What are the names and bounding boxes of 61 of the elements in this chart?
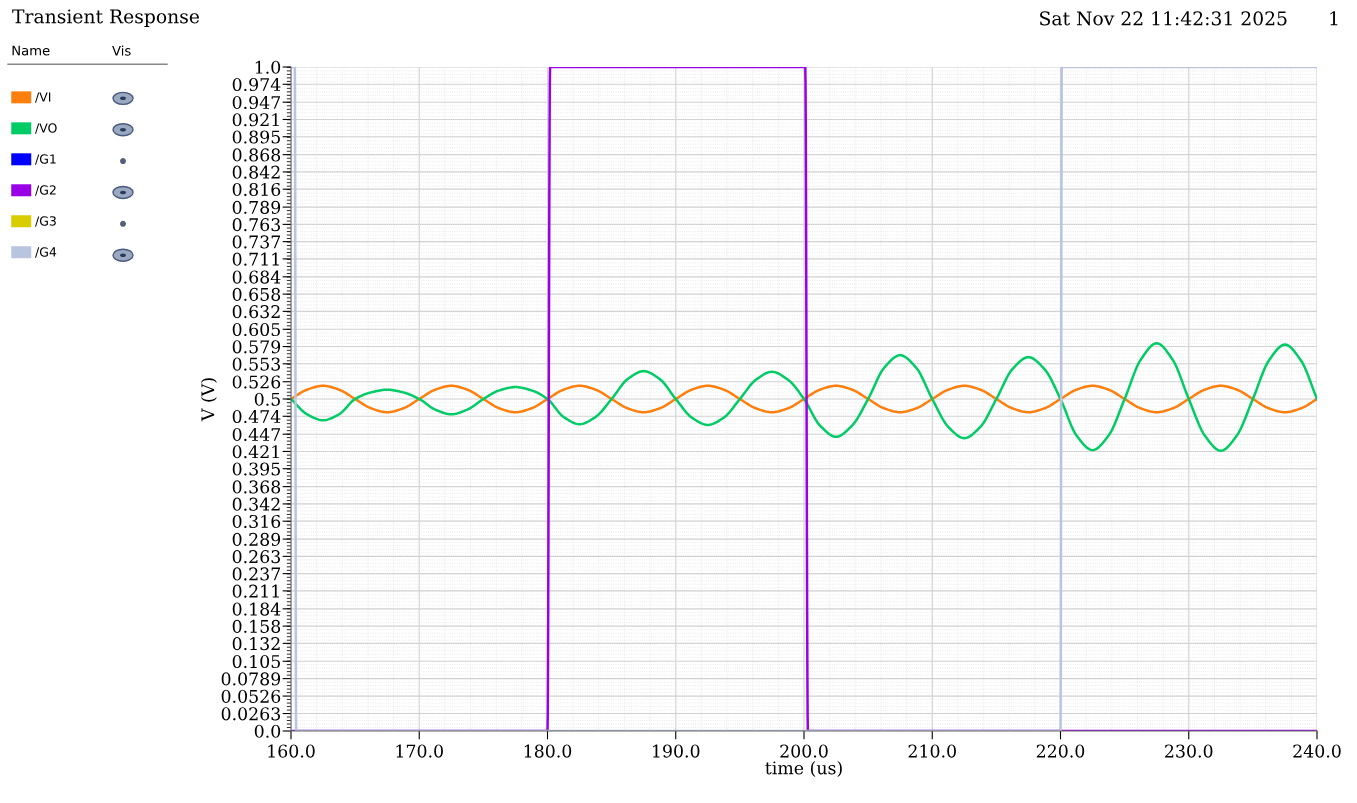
x-tick-label: 200.0: [780, 744, 828, 758]
y-tick-label: 0.0263: [221, 707, 280, 721]
y-tick-label: 0.921: [232, 113, 279, 127]
y-tick-label: 0.158: [232, 619, 281, 633]
y-axis-title: V (V): [200, 378, 217, 422]
legend-label: /G2: [35, 185, 56, 196]
x-tick-label: 170.0: [396, 744, 443, 758]
y-tick-label: 0.0526: [221, 689, 281, 703]
x-tick-label: 230.0: [1165, 744, 1213, 758]
legend-label: /VO: [35, 123, 57, 134]
y-tick-label: 0.605: [232, 322, 280, 337]
y-tick-label: 0.868: [232, 148, 281, 162]
y-tick-label: 0.895: [232, 130, 280, 144]
legend-label: /G4: [35, 247, 57, 258]
text: Sat Nov 22 11:42:31 2025: [1040, 11, 1287, 26]
text: 1: [1330, 11, 1338, 26]
y-tick-label: 0.711: [232, 252, 279, 266]
y-tick-label: 0.658: [232, 287, 281, 301]
x-tick-label: 180.0: [524, 744, 572, 758]
y-tick-label: 0.816: [232, 182, 281, 197]
x-tick-label: 240.0: [1293, 744, 1341, 758]
y-tick-label: 0.421: [232, 445, 279, 459]
y-tick-label: 0.789: [232, 200, 281, 214]
y-tick-label: 0.237: [232, 567, 281, 581]
y-tick-label: 0.132: [232, 637, 280, 651]
y-tick-label: 0.632: [232, 305, 280, 319]
y-tick-label: 0.0789: [221, 672, 281, 686]
text: Vis: [112, 45, 131, 56]
text: Transient Response: [12, 9, 199, 28]
y-tick-label: 0.579: [232, 340, 281, 354]
y-tick-label: 0.368: [232, 480, 281, 494]
x-tick-label: 220.0: [1036, 744, 1085, 758]
y-tick-label: 0.447: [232, 427, 281, 442]
y-tick-label: 0.0: [254, 724, 281, 738]
y-tick-label: 0.763: [232, 218, 280, 232]
y-tick-label: 0.737: [232, 235, 281, 249]
y-tick-label: 0.289: [232, 532, 281, 546]
y-tick-label: 0.263: [232, 550, 280, 564]
y-tick-label: 0.526: [232, 375, 281, 389]
y-tick-label: 0.5: [254, 392, 280, 406]
y-tick-label: 0.105: [232, 654, 280, 669]
x-tick-label: 160.0: [268, 744, 315, 758]
y-tick-label: 0.342: [232, 497, 280, 511]
y-tick-label: 0.184: [232, 602, 281, 616]
y-tick-label: 0.684: [232, 270, 281, 284]
y-tick-label: 0.974: [232, 77, 281, 92]
y-tick-label: 1.0: [255, 60, 281, 74]
x-tick-label: 210.0: [908, 744, 956, 758]
x-axis-title: time (us): [765, 761, 842, 777]
y-tick-label: 0.553: [232, 357, 280, 371]
legend-label: /G1: [35, 154, 56, 165]
y-tick-label: 0.842: [232, 165, 280, 179]
x-tick-label: 190.0: [653, 744, 700, 758]
y-tick-label: 0.947: [232, 95, 281, 110]
y-tick-label: 0.316: [232, 514, 281, 529]
legend-label: /G3: [35, 216, 56, 227]
legend-title: Name: [12, 45, 50, 56]
y-tick-label: 0.395: [232, 462, 280, 476]
legend-label: /VI: [35, 92, 51, 103]
y-tick-label: 0.474: [232, 409, 281, 424]
y-tick-label: 0.211: [232, 584, 279, 598]
